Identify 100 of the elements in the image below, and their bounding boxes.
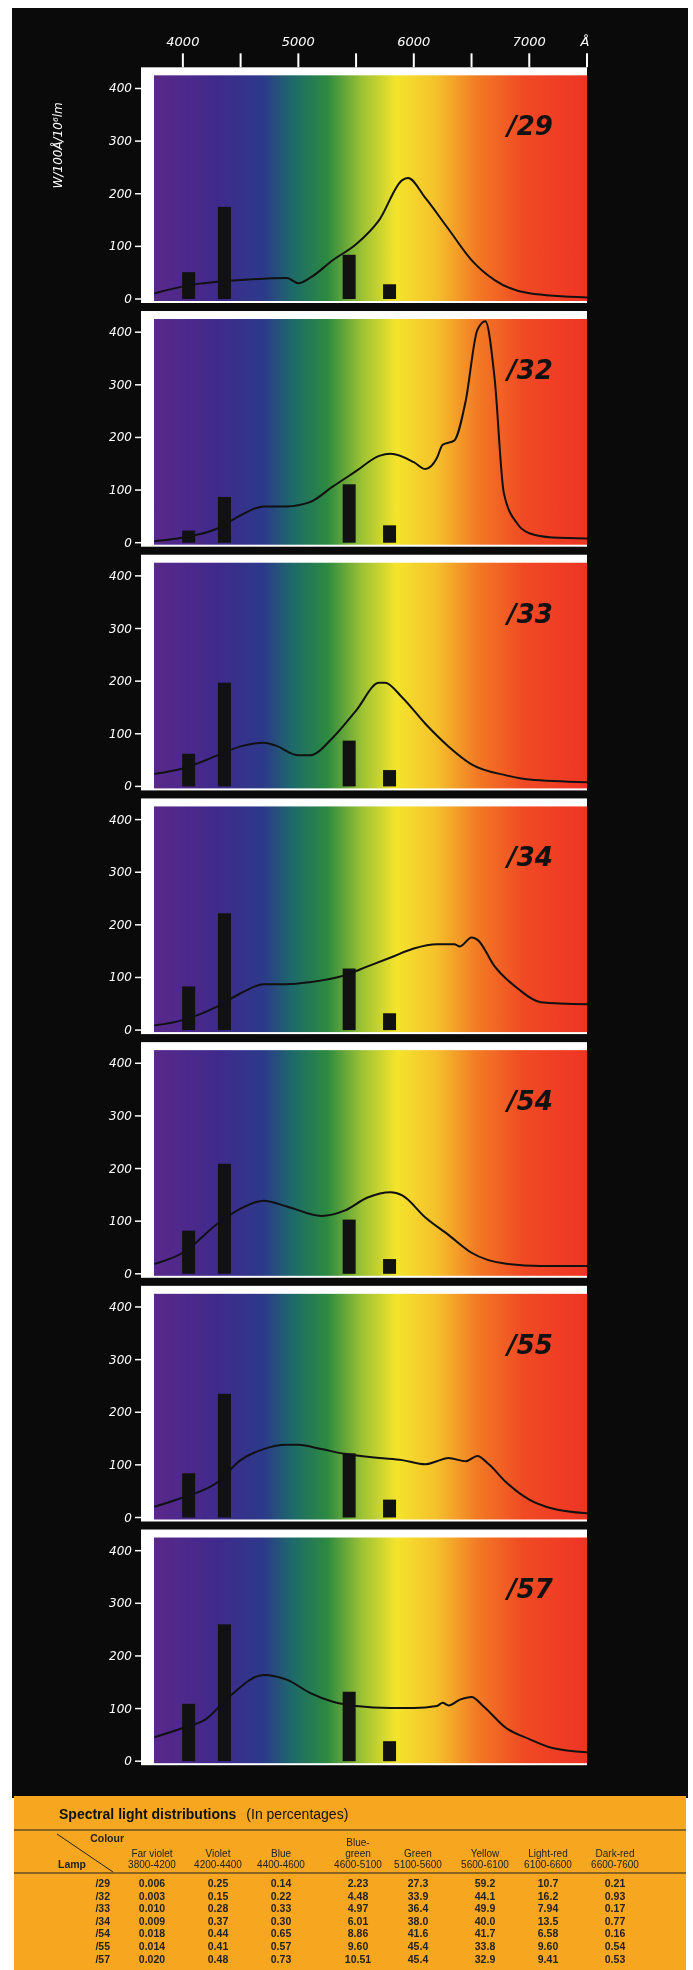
bar [342, 484, 356, 543]
data-label: 0.53 [604, 1952, 626, 1965]
data-label: 2.23 [347, 1877, 369, 1889]
data-label: 0.37 [207, 1914, 229, 1927]
data-label: 40.0 [474, 1914, 496, 1927]
x-tick-label: 4000 [166, 34, 200, 50]
text: Lamp [58, 1858, 87, 1870]
data-label: 0.33 [270, 1902, 292, 1915]
data-label: 6.01 [347, 1914, 369, 1927]
series-label: /29 [95, 1877, 111, 1889]
category-label: Green 5100-5600 [394, 1848, 443, 1870]
text: /54 [504, 1086, 553, 1117]
y-tick-label: 100 [109, 1701, 133, 1716]
y-tick-label: 200 [109, 1161, 133, 1176]
data-label: 38.0 [407, 1914, 429, 1927]
y-tick-label: 200 [109, 1648, 133, 1663]
data-label: 0.010 [138, 1902, 166, 1915]
y-tick-label: 400 [109, 81, 133, 96]
y-tick-label: 0 [124, 1510, 133, 1525]
data-label: 36.4 [407, 1902, 429, 1915]
data-label: 0.003 [138, 1889, 166, 1902]
text: /34 [504, 842, 553, 873]
data-label: 9.60 [537, 1940, 559, 1952]
data-label: 59.2 [474, 1877, 496, 1889]
bar [342, 740, 356, 787]
text: /55 [95, 1940, 111, 1952]
x-tick-label: 5000 [281, 34, 315, 50]
data-label: 0.014 [138, 1940, 166, 1952]
data-label: 0.018 [138, 1927, 166, 1940]
line-series [154, 176, 588, 299]
data-label: 0.30 [270, 1914, 292, 1927]
data-label: 0.77 [604, 1914, 626, 1927]
bar [383, 1013, 397, 1031]
data-label: 4.97 [347, 1902, 369, 1915]
data-label: 0.48 [207, 1952, 229, 1965]
y-tick-label: 100 [109, 726, 133, 741]
data-label: 0.020 [138, 1952, 166, 1965]
y-tick-label: 300 [109, 621, 133, 636]
text: /32 [504, 355, 553, 386]
data-label: 44.1 [474, 1889, 496, 1902]
text: /33 [504, 598, 553, 629]
y-tick-label: 200 [109, 1405, 133, 1420]
y-tick-label: 300 [109, 377, 133, 392]
category-label: Blue 4400-4600 [257, 1848, 306, 1870]
text: /34 [95, 1914, 111, 1927]
data-label: 10.51 [344, 1952, 372, 1965]
text: /57 [504, 1573, 554, 1604]
line-series [154, 681, 588, 784]
y-axis-title: W/100Å/10⁶lm [50, 102, 65, 189]
y-tick-label: 300 [109, 1108, 133, 1123]
x-tick-label: 6000 [397, 34, 431, 50]
text: /32 [95, 1889, 111, 1902]
bar [383, 1741, 397, 1762]
data-label: 0.21 [604, 1877, 626, 1889]
text: /57 [95, 1952, 111, 1965]
data-label: 0.57 [270, 1940, 292, 1952]
y-tick-label: 200 [109, 186, 133, 201]
data-label: 0.41 [207, 1940, 229, 1952]
data-label: 9.60 [347, 1940, 369, 1952]
y-tick-label: 300 [109, 865, 133, 880]
category-label: Blue- green 4600-5100 [334, 1837, 383, 1870]
data-label: 0.65 [270, 1927, 292, 1940]
y-tick-label: 200 [109, 917, 133, 932]
data-label: 0.22 [270, 1889, 292, 1902]
category-label: Dark-red 6600-7600 [591, 1848, 640, 1870]
y-tick-label: 200 [109, 430, 133, 445]
data-label: 9.41 [537, 1952, 559, 1965]
text: Colour [90, 1832, 124, 1844]
data-label: 13.5 [537, 1914, 559, 1927]
data-label: 7.94 [537, 1902, 559, 1915]
y-tick-label: 100 [109, 239, 133, 254]
data-label: 0.006 [138, 1877, 166, 1889]
y-tick-label: 400 [109, 568, 133, 583]
category-label: Violet 4200-4400 [194, 1848, 243, 1870]
data-label: 33.8 [474, 1940, 496, 1952]
y-tick-label: 300 [109, 1596, 133, 1611]
data-label: 32.9 [474, 1952, 496, 1965]
y-tick-label: 200 [109, 674, 133, 689]
data-label: 4.48 [347, 1889, 369, 1902]
data-label: 0.14 [270, 1877, 292, 1889]
text: /29 [504, 111, 553, 142]
bar [383, 284, 397, 299]
bar [383, 525, 397, 543]
data-label: 0.73 [270, 1952, 292, 1965]
y-tick-label: 400 [109, 812, 133, 827]
text: /55 [504, 1329, 553, 1360]
y-tick-label: 100 [109, 1457, 133, 1472]
data-label: 0.28 [207, 1902, 229, 1915]
y-tick-label: 400 [109, 325, 133, 340]
y-tick-label: 300 [109, 134, 133, 149]
text: Spectral light distributions [59, 1806, 237, 1822]
data-label: 0.17 [604, 1902, 626, 1915]
data-label: 0.009 [138, 1914, 166, 1927]
y-tick-label: 0 [124, 1266, 133, 1281]
y-tick-label: 400 [109, 1056, 133, 1071]
data-label: 27.3 [407, 1877, 429, 1889]
y-tick-label: 400 [109, 1543, 133, 1558]
data-label: 41.7 [474, 1927, 496, 1940]
data-label: 41.6 [407, 1927, 429, 1940]
bar [383, 1259, 397, 1274]
